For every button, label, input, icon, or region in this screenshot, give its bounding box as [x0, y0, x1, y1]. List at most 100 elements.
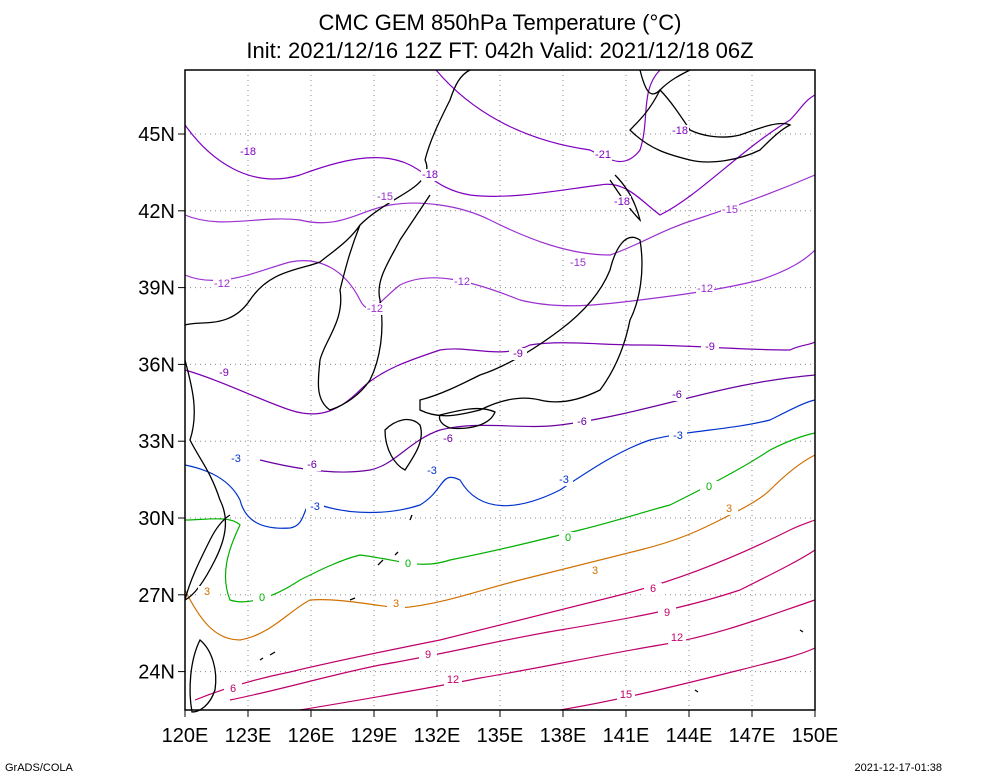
contour-label: -18 [422, 169, 438, 181]
contour-label-bg [668, 389, 686, 401]
coastlines [184, 69, 804, 713]
coastline-hokkaido [609, 88, 792, 223]
y-tick-label: 30N [138, 508, 175, 530]
contour-m18-a [184, 94, 816, 216]
contour-label: -3 [559, 474, 569, 486]
contour-label-bg [701, 341, 719, 353]
contour-label: -12 [214, 278, 230, 290]
contour-label-bg [696, 283, 714, 295]
coastline-kyushu [384, 418, 422, 471]
contour-label-bg [594, 149, 612, 161]
map-title: CMC GEM 850hPa Temperature (°C) [318, 10, 682, 35]
contour-label: -18 [240, 146, 256, 158]
x-tick-label: 150E [792, 725, 839, 747]
contour-label: 12 [447, 674, 459, 686]
contour-label-bg [559, 532, 577, 544]
contour-label: -12 [367, 303, 383, 315]
contour-label: -6 [577, 416, 587, 428]
contour-label-bg [423, 465, 441, 477]
contour-label-bg [658, 607, 676, 619]
contour-label: 3 [726, 503, 732, 515]
contour-label: 3 [393, 598, 399, 610]
contour-label: 0 [706, 481, 712, 493]
y-tick-label: 33N [138, 431, 175, 453]
contour-m15-a [184, 174, 816, 256]
contour-3-a [184, 454, 816, 641]
contour-label: -12 [454, 276, 470, 288]
contour-label-bg [303, 459, 321, 471]
contour-label: 9 [664, 607, 670, 619]
contour-labels: -21 -18 -18 -18 -18 -15 -15 -15 -12 -12 -12 -12 -9 -9… [198, 125, 739, 701]
contour-label: -3 [310, 501, 320, 513]
x-tick-label: 141E [603, 725, 650, 747]
contour-label: -6 [307, 459, 317, 471]
contour-label: 3 [592, 565, 598, 577]
y-tick-label: 24N [138, 662, 175, 684]
x-tick-label: 120E [162, 725, 209, 747]
x-tick-label: 123E [225, 725, 272, 747]
contour-label: -15 [377, 191, 393, 203]
contour-label-bg [617, 689, 635, 701]
contour-label-bg [671, 125, 689, 137]
coastline-taiwan [189, 638, 217, 713]
x-tick-label: 126E [288, 725, 335, 747]
contour-label-bg [453, 276, 471, 288]
contour-label: 6 [230, 683, 236, 695]
x-tick-label: 129E [351, 725, 398, 747]
contour-label-bg [198, 586, 216, 598]
contour-label-bg [439, 433, 457, 445]
latitude-ticks: 45N 42N 39N 36N 33N 30N 27N 24N [138, 124, 185, 684]
contour-label: 6 [650, 583, 656, 595]
contour-label: -3 [673, 430, 683, 442]
x-tick-label: 135E [477, 725, 524, 747]
software-credit: GrADS/COLA [5, 762, 73, 774]
contour-label: 0 [259, 592, 265, 604]
contour-label: -21 [595, 149, 611, 161]
x-tick-label: 138E [540, 725, 587, 747]
y-tick-label: 27N [138, 585, 175, 607]
contour-label: 0 [565, 532, 571, 544]
coastline-ryukyu [259, 514, 804, 693]
y-tick-label: 42N [138, 201, 175, 223]
contour-m3-a [184, 399, 816, 529]
contour-12-a [299, 599, 816, 711]
contour-label: 0 [405, 558, 411, 570]
contour-label-bg [421, 169, 439, 181]
x-tick-label: 132E [414, 725, 461, 747]
y-tick-label: 39N [138, 278, 175, 300]
x-tick-label: 144E [666, 725, 713, 747]
contour-label-bg [613, 196, 631, 208]
contour-m12-a [184, 249, 816, 309]
coastline-korea [184, 159, 431, 411]
contour-label-bg [213, 278, 231, 290]
contour-15-a [559, 647, 816, 711]
contour-label: 15 [620, 689, 632, 701]
coastline-china [184, 359, 227, 601]
contour-label: 9 [425, 649, 431, 661]
map-subtitle: Init: 2021/12/16 12Z FT: 042h Valid: 202… [246, 38, 754, 63]
contour-label: -12 [697, 283, 713, 295]
contour-9-a [229, 549, 816, 701]
contour-label-bg [721, 204, 739, 216]
contour-label-bg [569, 257, 587, 269]
longitude-ticks: 120E 123E 126E 129E 132E 135E 138E 141E 144E 147E… [162, 710, 839, 747]
contour-label: -15 [722, 204, 738, 216]
contour-label-bg [387, 598, 405, 610]
contour-label: -15 [570, 257, 586, 269]
contour-label: -3 [231, 453, 241, 465]
contour-label-bg [306, 501, 324, 513]
graticule [185, 70, 815, 710]
contour-label: 3 [204, 586, 210, 598]
contour-m6-a [259, 374, 816, 473]
contour-label: -18 [614, 196, 630, 208]
contour-label: -9 [219, 367, 229, 379]
coastline-honshu [419, 236, 643, 417]
contour-label-bg [215, 367, 233, 379]
contour-label-bg [239, 146, 257, 158]
contour-label: -6 [443, 433, 453, 445]
contour-label-bg [224, 683, 242, 695]
contour-label-bg [720, 503, 738, 515]
contour-6-a [194, 519, 816, 701]
contour-label-bg [668, 632, 686, 644]
